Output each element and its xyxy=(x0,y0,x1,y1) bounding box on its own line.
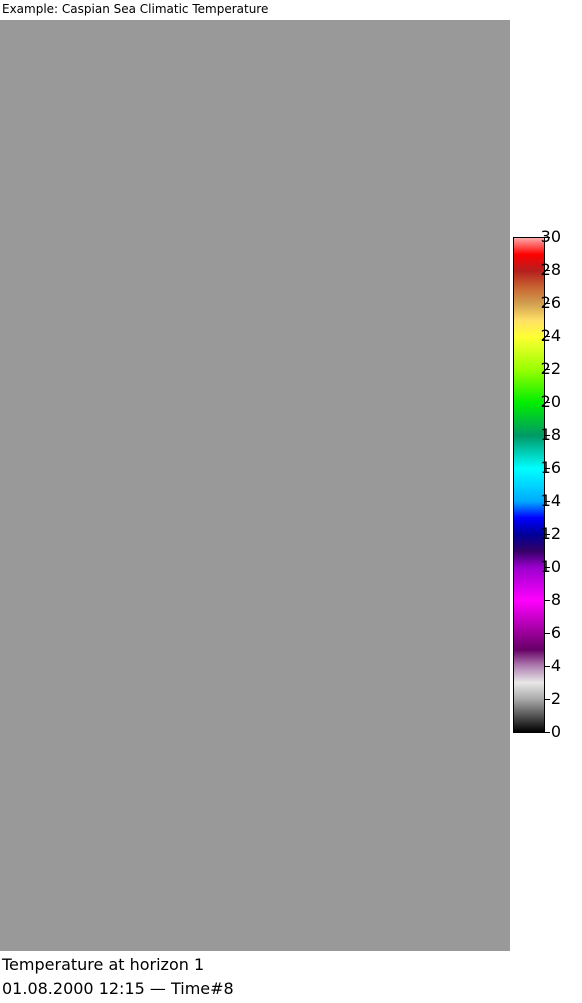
colorbar-tick xyxy=(545,666,550,667)
colorbar-tick-label: 26 xyxy=(540,293,561,312)
colorbar-tick xyxy=(545,732,550,733)
colorbar-tick-label: 12 xyxy=(540,524,561,543)
colorbar-tick xyxy=(545,369,550,370)
colorbar-tick-label: 28 xyxy=(540,260,561,279)
colorbar-tick xyxy=(545,336,550,337)
temperature-grid xyxy=(0,20,510,951)
colorbar-tick xyxy=(545,600,550,601)
colorbar-tick-label: 20 xyxy=(540,392,561,411)
colorbar-tick xyxy=(545,303,550,304)
colorbar-tick-label: 8 xyxy=(550,590,561,609)
colorbar-tick xyxy=(545,567,550,568)
temperature-map xyxy=(0,20,510,951)
colorbar-tick-label: 30 xyxy=(540,227,561,246)
colorbar-tick-label: 10 xyxy=(540,557,561,576)
map-title: Example: Caspian Sea Climatic Temperatur… xyxy=(2,2,269,16)
colorbar-tick xyxy=(545,699,550,700)
colorbar-tick-label: 22 xyxy=(540,359,561,378)
colorbar-tick xyxy=(545,534,550,535)
colorbar-gradient xyxy=(513,237,545,733)
caption-timestamp: 01.08.2000 12:15 — Time#8 xyxy=(2,979,234,998)
colorbar-tick-label: 24 xyxy=(540,326,561,345)
colorbar-tick-label: 2 xyxy=(550,689,561,708)
colorbar-tick-label: 4 xyxy=(550,656,561,675)
colorbar-tick xyxy=(545,270,550,271)
colorbar-tick-label: 16 xyxy=(540,458,561,477)
colorbar-tick xyxy=(545,468,550,469)
colorbar-tick xyxy=(545,501,550,502)
colorbar-tick xyxy=(545,402,550,403)
colorbar-legend: 0 2 4 6 8 10 12 14 16 18 20 22 24 26 28 30 xyxy=(513,229,582,741)
caption: Temperature at horizon 1 01.08.2000 12:1… xyxy=(2,953,234,1001)
colorbar-tick xyxy=(545,633,550,634)
colorbar-tick-label: 0 xyxy=(550,722,561,741)
colorbar-tick-label: 14 xyxy=(540,491,561,510)
caption-variable: Temperature at horizon 1 xyxy=(2,955,205,974)
colorbar-tick xyxy=(545,237,550,238)
colorbar-tick-label: 6 xyxy=(550,623,561,642)
colorbar-tick-label: 18 xyxy=(540,425,561,444)
colorbar-tick xyxy=(545,435,550,436)
